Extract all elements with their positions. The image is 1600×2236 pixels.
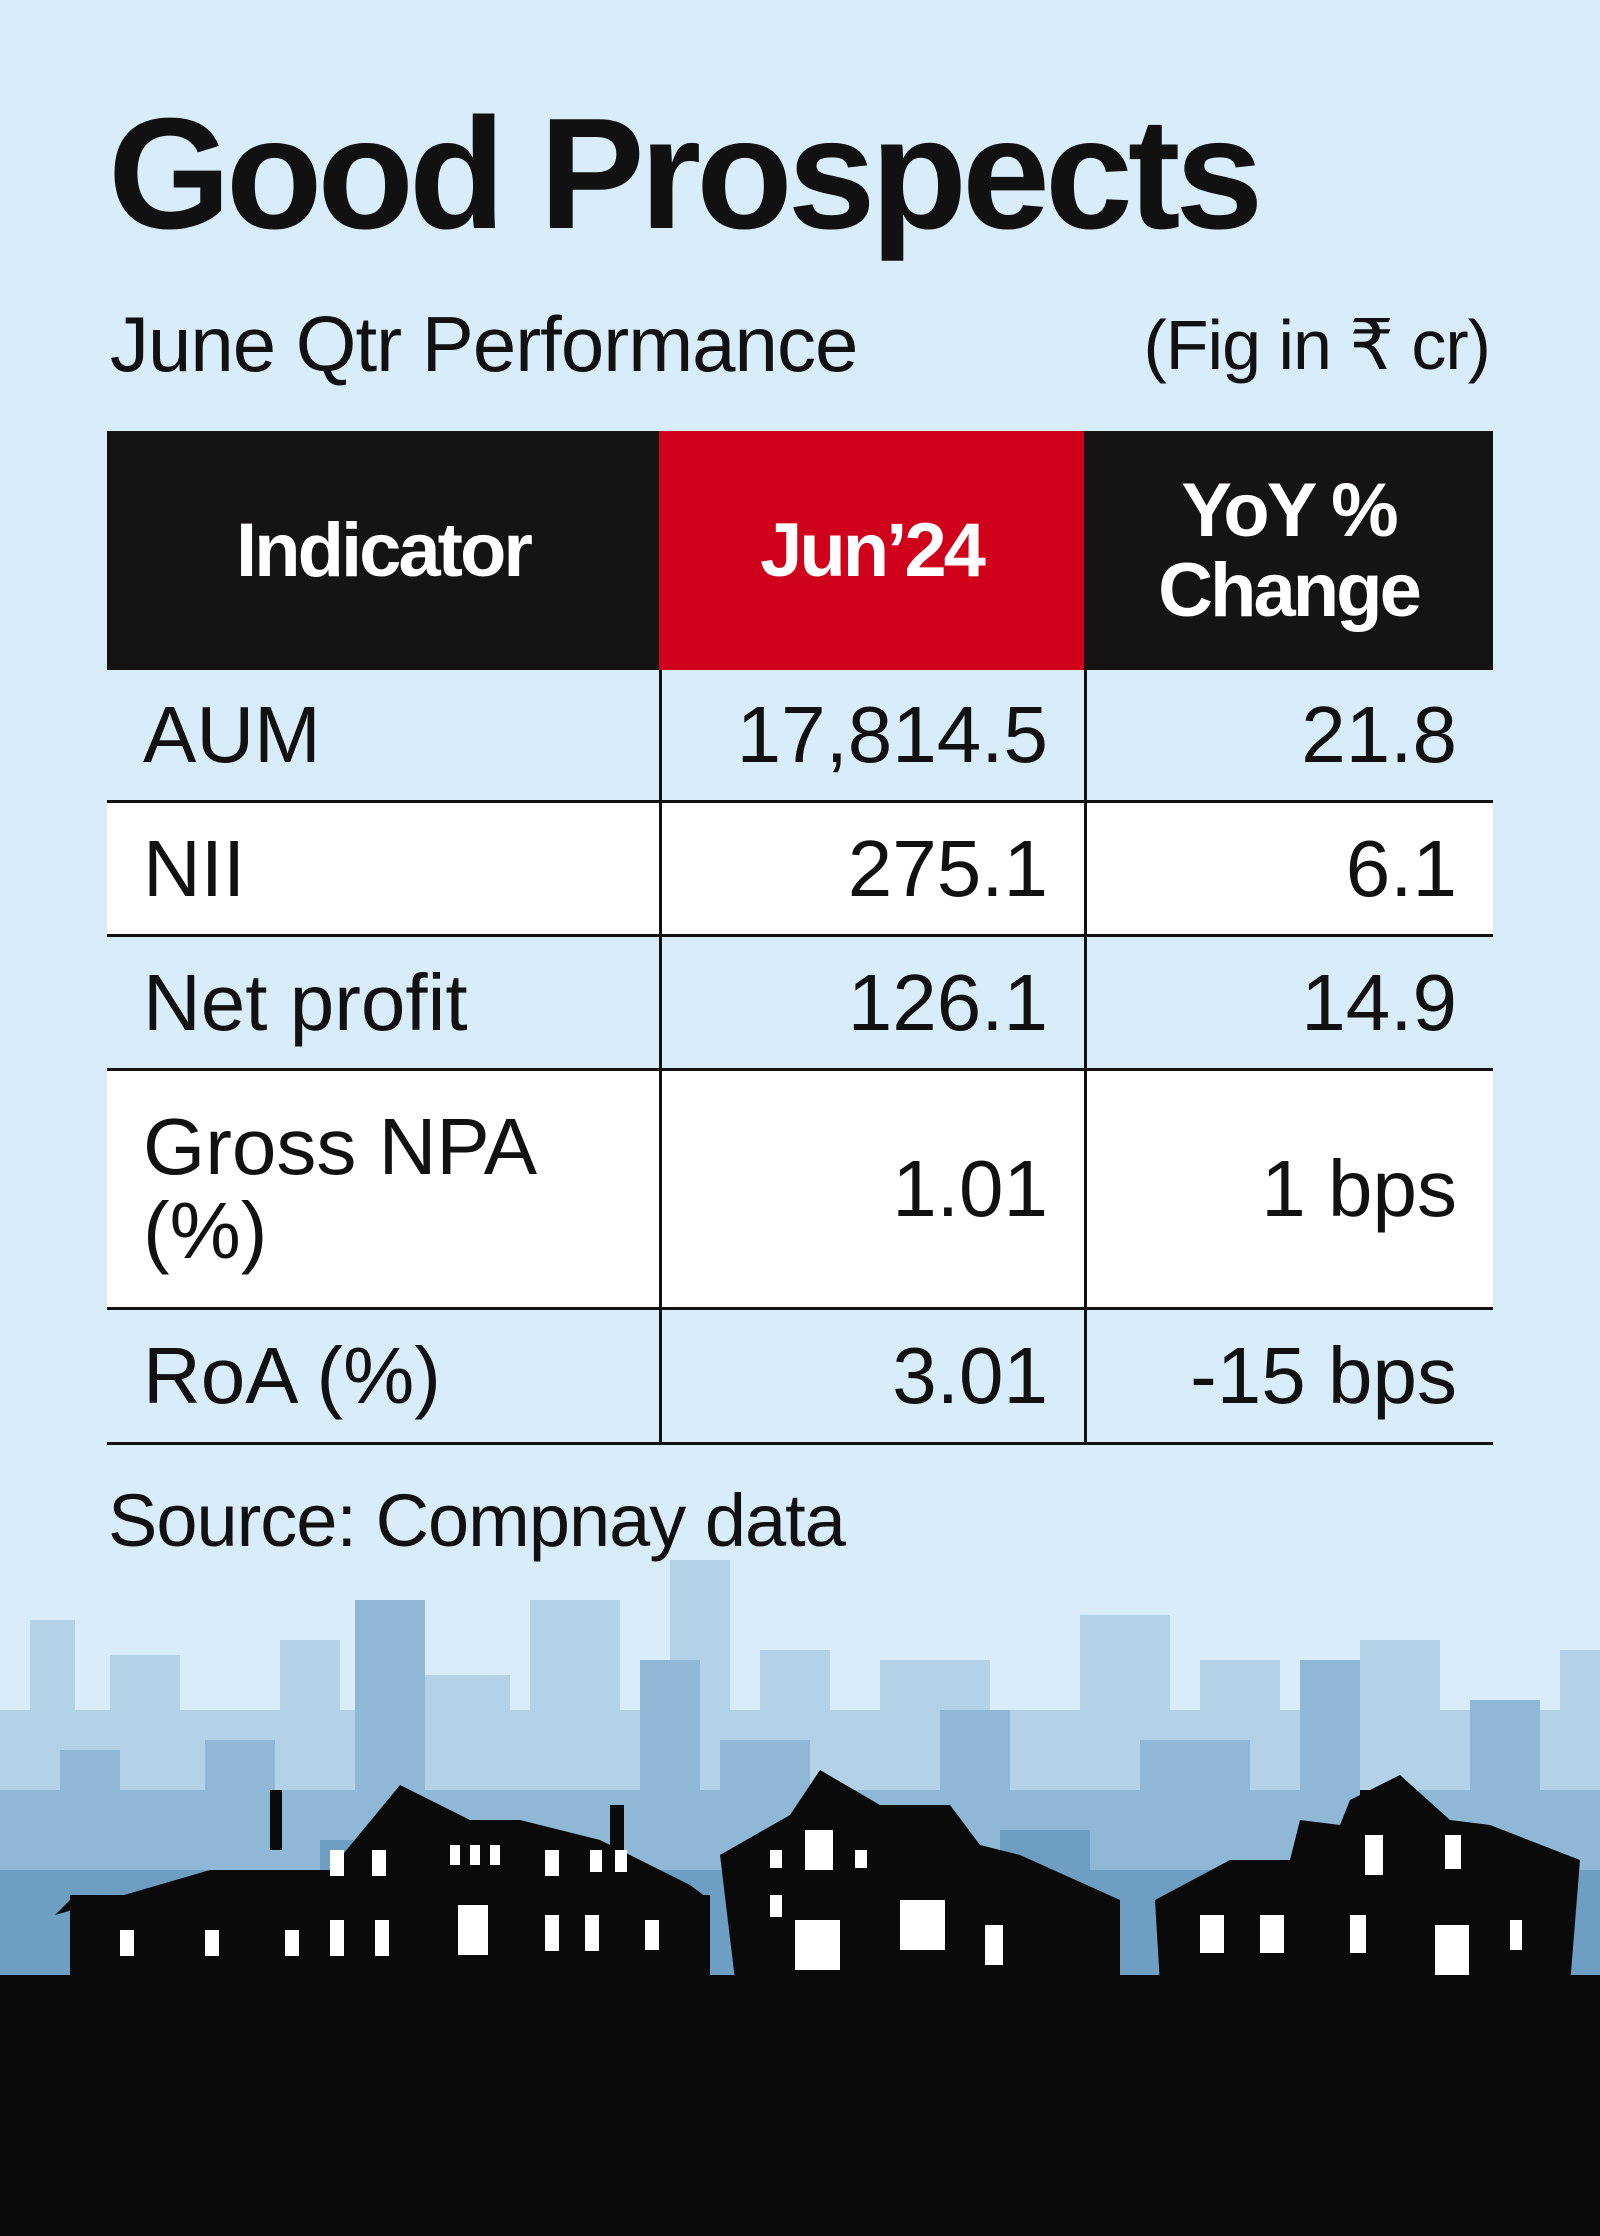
table-header: Indicator Jun’24 YoY % Change bbox=[107, 431, 1493, 670]
cell-value: 6.1 bbox=[1084, 803, 1493, 934]
cell-value: 21.8 bbox=[1084, 670, 1493, 800]
row-label: Net profit bbox=[143, 957, 468, 1047]
table-row: Gross NPA (%) 1.01 1 bps bbox=[107, 1071, 1493, 1310]
column-header: YoY % Change bbox=[1084, 431, 1493, 670]
table-row: NII 275.1 6.1 bbox=[107, 803, 1493, 937]
cell-value: 17,814.5 bbox=[659, 670, 1084, 800]
cell-value: 1 bps bbox=[1084, 1071, 1493, 1307]
cell-value: 275.1 bbox=[659, 803, 1084, 934]
unit-note: (Fig in ₹ cr) bbox=[1143, 306, 1491, 384]
table-row: Net profit 126.1 14.9 bbox=[107, 937, 1493, 1071]
cell-value: 14.9 bbox=[1084, 937, 1493, 1068]
cell-value: 3.01 bbox=[659, 1310, 1084, 1442]
table: Indicator Jun’24 YoY % Change AUM 17,814.… bbox=[107, 431, 1493, 1445]
table-body: AUM 17,814.5 21.8 NII 275.1 6.1 Net profit 126.… bbox=[107, 670, 1493, 1445]
table-row: AUM 17,814.5 21.8 bbox=[107, 670, 1493, 803]
row-label: AUM bbox=[143, 690, 321, 779]
row-label: NII bbox=[143, 823, 246, 913]
subtitle: June Qtr Performance bbox=[110, 300, 858, 388]
cell-value: 1.01 bbox=[659, 1071, 1084, 1307]
column-header: Jun’24 bbox=[659, 431, 1084, 670]
cell-value: 126.1 bbox=[659, 937, 1084, 1068]
row-label: RoA (%) bbox=[143, 1331, 441, 1420]
table-row: RoA (%) 3.01 -15 bps bbox=[107, 1310, 1493, 1445]
column-header: Indicator bbox=[107, 431, 659, 670]
skyline-illustration bbox=[0, 1560, 1600, 2236]
cell-value: -15 bps bbox=[1084, 1310, 1493, 1442]
row-label: Gross NPA (%) bbox=[143, 1102, 533, 1275]
title: Good Prospects bbox=[108, 86, 1263, 262]
source-note: Source: Compnay data bbox=[108, 1479, 846, 1562]
